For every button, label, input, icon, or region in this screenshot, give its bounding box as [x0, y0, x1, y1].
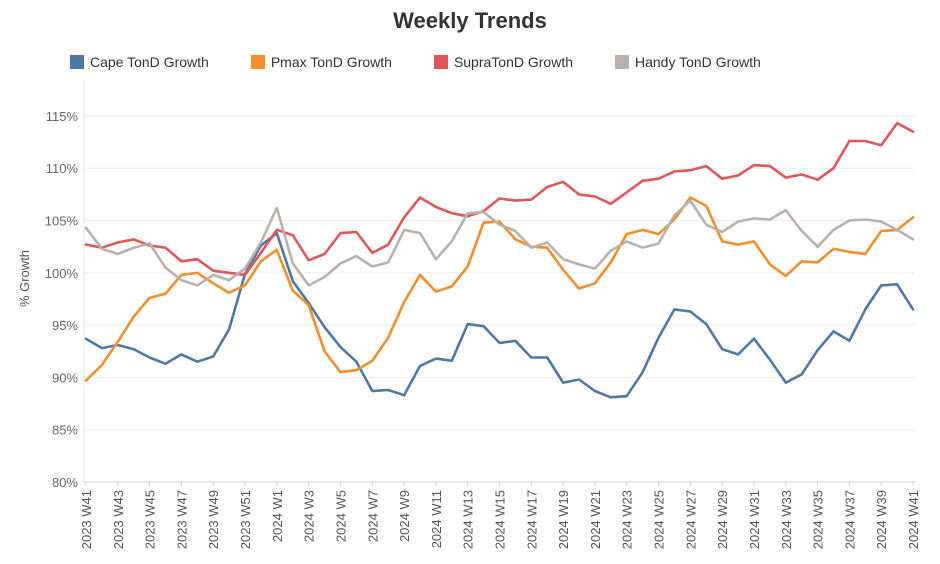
legend-label: Pmax TonD Growth: [270, 54, 392, 70]
y-tick-label: 90%: [52, 370, 78, 385]
x-tick-label: 2024 W17: [524, 490, 539, 549]
x-tick-label: 2023 W43: [111, 490, 126, 549]
legend-swatch: [250, 55, 265, 69]
legend-swatch: [615, 55, 629, 69]
series-line-cape-tond-growth: [84, 231, 915, 399]
chart-title: Weekly Trends: [393, 8, 547, 33]
y-tick-label: 115%: [46, 109, 79, 124]
legend-item: SupraTonD Growth: [433, 54, 573, 70]
y-tick-label: 80%: [52, 475, 78, 490]
x-tick-label: 2024 W3: [302, 490, 317, 542]
legend-swatch: [433, 55, 448, 69]
legend-label: Handy TonD Growth: [635, 54, 761, 70]
x-tick-label: 2024 W5: [333, 490, 348, 542]
x-tick-label: 2024 W25: [652, 490, 667, 549]
x-tick-label: 2024 W15: [493, 490, 508, 549]
y-tick-label: 105%: [45, 214, 79, 229]
x-tick-label: 2024 W7: [365, 490, 380, 542]
y-tick-label: 110%: [46, 161, 79, 176]
chart-legend: Cape TonD Growth Pmax TonD Growth SupraTon…: [70, 52, 803, 72]
x-tick-label: 2024 W35: [811, 490, 826, 549]
x-tick-label: 2024 W29: [715, 490, 730, 549]
x-tick-label: 2024 W1: [270, 490, 285, 542]
legend-item: Pmax TonD Growth: [250, 54, 392, 70]
x-tick-label: 2024 W23: [620, 490, 635, 549]
legend-label: SupraTonD Growth: [453, 54, 573, 70]
legend-label: Cape TonD Growth: [90, 54, 209, 70]
x-tick-label: 2024 W27: [683, 490, 698, 549]
x-tick-label: 2024 W39: [874, 490, 889, 549]
legend-item: Handy TonD Growth: [615, 54, 761, 70]
x-tick-label: 2024 W11: [429, 490, 444, 548]
x-tick-label: 2024 W21: [588, 490, 603, 549]
y-tick-label: 85%: [52, 423, 78, 438]
y-axis-title: % Growth: [17, 250, 32, 307]
x-tick-label: 2023 W45: [143, 490, 158, 549]
series-line-supratond-growth: [84, 121, 915, 277]
y-tick-label: 100%: [45, 266, 79, 281]
legend-swatch: [70, 55, 84, 69]
x-tick-label: 2023 W51: [238, 490, 253, 549]
x-tick-label: 2024 W19: [556, 490, 571, 549]
legend-item: Cape TonD Growth: [70, 54, 209, 70]
x-tick-label: 2024 W37: [842, 490, 857, 549]
x-tick-label: 2024 W41: [906, 490, 921, 549]
x-tick-label: 2023 W47: [174, 490, 189, 549]
x-tick-label: 2023 W49: [206, 490, 221, 549]
x-tick-label: 2024 W13: [461, 490, 476, 549]
series-line-handy-tond-growth: [84, 199, 915, 287]
x-tick-label: 2024 W33: [779, 490, 794, 549]
x-tick-label: 2024 W9: [397, 490, 412, 542]
x-tick-label: 2023 W41: [79, 490, 94, 549]
y-tick-label: 95%: [52, 318, 78, 333]
series-line-pmax-tond-growth: [84, 196, 915, 382]
x-tick-label: 2024 W31: [747, 490, 762, 549]
